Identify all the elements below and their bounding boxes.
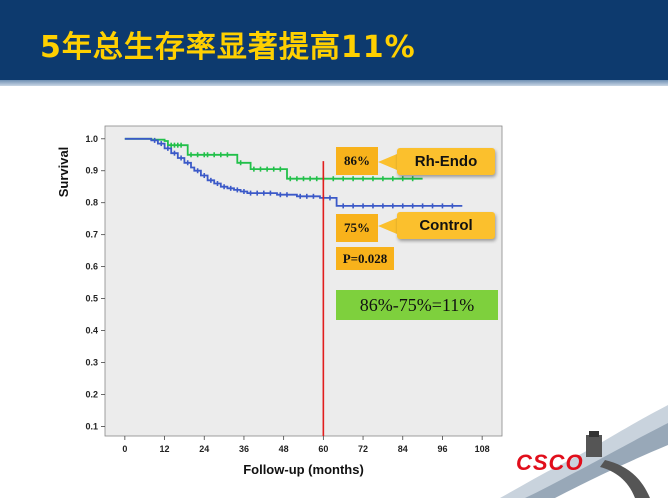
x-tick-label: 0 — [122, 444, 127, 454]
y-tick-label: 0.7 — [85, 230, 98, 240]
y-tick-label: 0.1 — [85, 421, 98, 431]
x-tick-label: 48 — [279, 444, 289, 454]
y-tick-label: 0.4 — [85, 326, 98, 336]
x-tick-label: 84 — [398, 444, 408, 454]
x-tick-label: 96 — [437, 444, 447, 454]
x-tick-label: 108 — [475, 444, 490, 454]
callout-arrow — [378, 218, 397, 234]
control-percent-label: 75% — [336, 214, 378, 242]
title-banner-stripe — [0, 80, 668, 86]
rh-endo-legend-label: Rh-Endo — [397, 148, 495, 175]
csco-logo: CSCO — [516, 450, 584, 475]
survival-difference-label: 86%-75%=11% — [336, 290, 498, 320]
x-axis-title: Follow-up (months) — [243, 462, 364, 477]
y-axis-title: Survival — [56, 147, 71, 198]
callout-arrow — [378, 154, 397, 170]
y-tick-label: 0.2 — [85, 389, 98, 399]
csco-logo-graphic — [500, 405, 668, 498]
y-tick-label: 0.8 — [85, 198, 98, 208]
x-tick-label: 36 — [239, 444, 249, 454]
x-tick-label: 60 — [318, 444, 328, 454]
control-legend-label: Control — [397, 212, 495, 239]
y-tick-label: 0.9 — [85, 166, 98, 176]
x-tick-label: 12 — [160, 444, 170, 454]
x-tick-label: 72 — [358, 444, 368, 454]
y-tick-label: 1.0 — [85, 134, 98, 144]
survival-curve-control — [124, 137, 463, 207]
title-banner — [0, 0, 668, 80]
x-tick-label: 24 — [199, 444, 209, 454]
p-value-label: P=0.028 — [336, 247, 394, 270]
y-tick-label: 0.3 — [85, 357, 98, 367]
y-tick-label: 0.6 — [85, 262, 98, 272]
slide-title: 5年总生存率显著提高11% — [40, 30, 416, 65]
y-tick-label: 0.5 — [85, 294, 98, 304]
rh-endo-percent-label: 86% — [336, 147, 378, 175]
